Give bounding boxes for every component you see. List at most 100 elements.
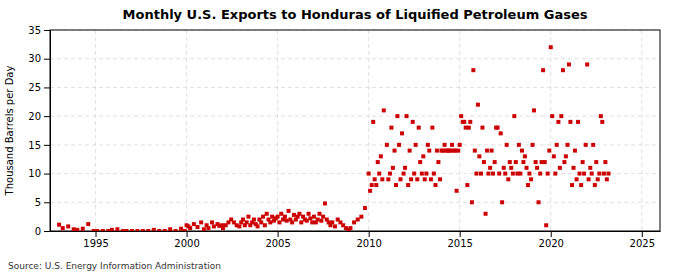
point bbox=[135, 229, 139, 231]
x-tick-label: 2025 bbox=[630, 238, 655, 249]
points bbox=[57, 45, 610, 231]
point bbox=[57, 223, 61, 227]
x-grid-line bbox=[277, 30, 278, 231]
x-grid-line bbox=[95, 30, 96, 231]
point bbox=[66, 224, 70, 228]
x-tick: 1995 bbox=[83, 231, 108, 249]
y-tick: 35 bbox=[28, 25, 50, 36]
x-tick-mark bbox=[460, 231, 461, 237]
point bbox=[283, 215, 287, 219]
point bbox=[370, 183, 374, 187]
point bbox=[582, 172, 586, 176]
point bbox=[265, 212, 269, 216]
point bbox=[212, 224, 216, 228]
point bbox=[389, 126, 393, 130]
point bbox=[330, 220, 334, 224]
plot: 1995200020052010201520202025051015202530… bbox=[28, 25, 660, 249]
point bbox=[544, 223, 548, 227]
point bbox=[195, 225, 199, 229]
point bbox=[606, 172, 610, 176]
point bbox=[368, 189, 372, 193]
point bbox=[348, 226, 352, 230]
point bbox=[406, 183, 410, 187]
point bbox=[514, 160, 518, 164]
point bbox=[377, 172, 381, 176]
point bbox=[585, 62, 589, 66]
point bbox=[523, 154, 527, 158]
y-tick: 0 bbox=[35, 226, 50, 237]
point bbox=[490, 149, 494, 153]
point bbox=[521, 160, 525, 164]
point bbox=[506, 177, 510, 181]
point bbox=[503, 172, 507, 176]
y-grid-line bbox=[50, 202, 660, 203]
point bbox=[323, 201, 327, 205]
point bbox=[476, 103, 480, 107]
point bbox=[578, 172, 582, 176]
point bbox=[411, 120, 415, 124]
point bbox=[152, 228, 156, 231]
point bbox=[499, 131, 503, 135]
point bbox=[308, 216, 312, 220]
point bbox=[285, 219, 289, 223]
point bbox=[157, 229, 161, 231]
point bbox=[430, 126, 434, 130]
point bbox=[537, 200, 541, 204]
point bbox=[199, 220, 203, 224]
point bbox=[588, 166, 592, 170]
point bbox=[535, 166, 539, 170]
point bbox=[581, 160, 585, 164]
point bbox=[429, 177, 433, 181]
point bbox=[403, 166, 407, 170]
point bbox=[543, 160, 547, 164]
x-tick-mark bbox=[96, 231, 97, 237]
point bbox=[130, 229, 134, 231]
point bbox=[292, 213, 296, 217]
point bbox=[531, 143, 535, 147]
y-tick-label: 35 bbox=[28, 25, 41, 36]
point bbox=[259, 220, 263, 224]
x-tick: 2000 bbox=[174, 231, 199, 249]
point bbox=[526, 183, 530, 187]
x-tick-mark bbox=[278, 231, 279, 237]
point bbox=[532, 108, 536, 112]
point bbox=[371, 120, 375, 124]
x-grid-line bbox=[459, 30, 460, 231]
point bbox=[587, 177, 591, 181]
y-tick-mark bbox=[44, 116, 50, 117]
point bbox=[252, 218, 256, 222]
point bbox=[192, 222, 196, 226]
point bbox=[473, 149, 477, 153]
point bbox=[417, 126, 421, 130]
point bbox=[480, 126, 484, 130]
point bbox=[388, 172, 392, 176]
point bbox=[470, 200, 474, 204]
point bbox=[405, 114, 409, 118]
point bbox=[420, 172, 424, 176]
point bbox=[525, 166, 529, 170]
y-tick: 15 bbox=[28, 140, 50, 151]
x-tick-mark bbox=[551, 231, 552, 237]
point bbox=[579, 183, 583, 187]
plot-frame bbox=[50, 30, 660, 231]
point bbox=[188, 226, 192, 230]
point bbox=[418, 160, 422, 164]
y-tick: 30 bbox=[28, 53, 50, 64]
point bbox=[380, 177, 384, 181]
point bbox=[455, 189, 459, 193]
y-tick-mark bbox=[44, 202, 50, 203]
point bbox=[72, 227, 76, 231]
point bbox=[106, 229, 110, 231]
point bbox=[570, 183, 574, 187]
title: Monthly U.S. Exports to Honduras of Liqu… bbox=[123, 7, 588, 22]
x-tick: 2020 bbox=[539, 231, 564, 249]
y-tick-label: 30 bbox=[28, 53, 41, 64]
point bbox=[477, 154, 481, 158]
point bbox=[287, 209, 291, 213]
point bbox=[529, 177, 533, 181]
point bbox=[270, 215, 274, 219]
point bbox=[399, 177, 403, 181]
point bbox=[559, 114, 563, 118]
point bbox=[202, 227, 206, 231]
point bbox=[367, 172, 371, 176]
